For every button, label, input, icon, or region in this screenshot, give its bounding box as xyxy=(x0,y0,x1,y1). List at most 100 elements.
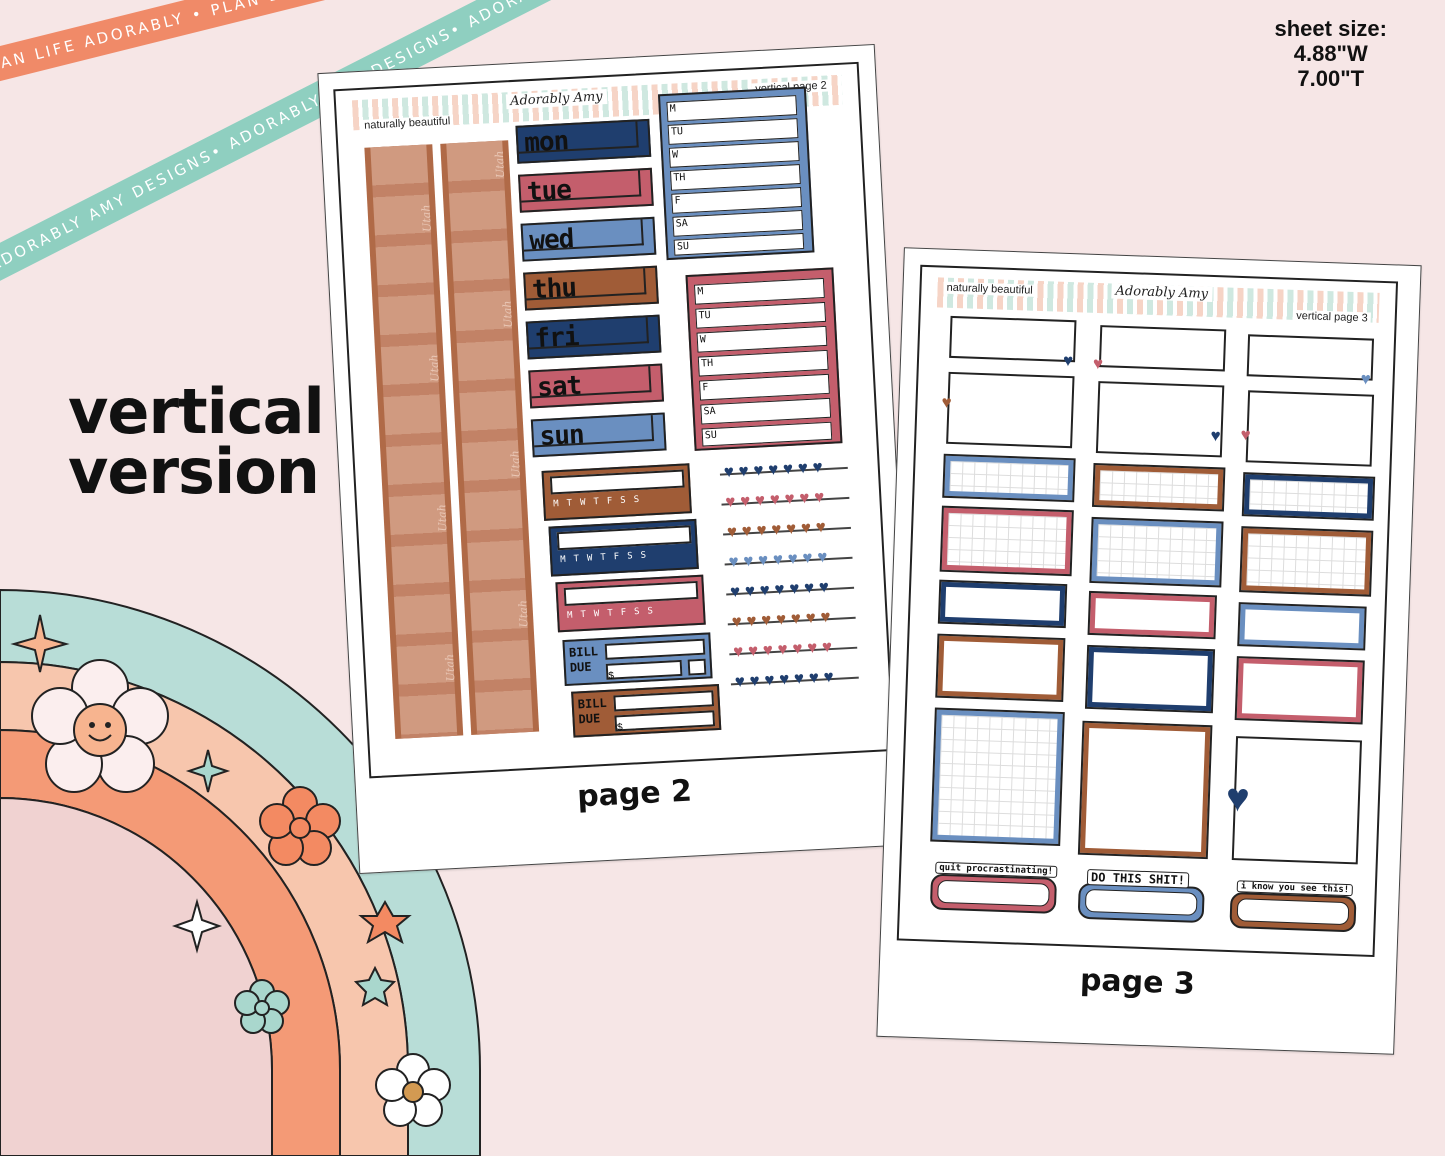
heart-icon: ♥ xyxy=(1225,775,1251,821)
sheet-size-height: 7.00"T xyxy=(1297,66,1365,91)
day-label: sat xyxy=(536,370,582,404)
week-list-sticker-blue: M TU W TH F SA SU xyxy=(657,86,815,261)
grid-box-sticker xyxy=(1241,472,1376,521)
utah-label: Utah xyxy=(427,354,442,383)
heart-icon: ♥ ♥ ♥ ♥ ♥ ♥ ♥ xyxy=(729,577,830,602)
week-day-label: TH xyxy=(700,357,714,370)
day-label: mon xyxy=(523,126,570,159)
flower-icon xyxy=(234,979,290,1034)
note-box xyxy=(1098,325,1227,372)
week-day-label: SA xyxy=(703,405,716,418)
heart-icon: ♥ ♥ ♥ ♥ ♥ ♥ ♥ xyxy=(728,547,828,572)
note-box xyxy=(1245,390,1375,467)
grid-box-sticker xyxy=(939,505,1074,577)
page-title: vertical page 3 xyxy=(1293,309,1371,325)
week-day-label: TU xyxy=(670,126,684,138)
star-icon xyxy=(358,899,412,945)
week-day-label: SU xyxy=(676,240,690,253)
habit-tracker-sticker: MTWTFSS xyxy=(541,463,692,521)
sparkle-icon xyxy=(10,614,70,673)
utah-label: Utah xyxy=(442,653,458,682)
heart-icon: ♥ ♥ ♥ ♥ ♥ ♥ ♥ xyxy=(732,637,833,662)
large-grid-sticker xyxy=(930,707,1065,847)
grid-box-sticker xyxy=(942,453,1076,503)
week-day-label: SU xyxy=(704,429,718,442)
heart-strings: ♥ ♥ ♥ ♥ ♥ ♥ ♥ ♥ ♥ ♥ ♥ ♥ ♥ ♥ ♥ ♥ ♥ ♥ ♥ ♥ … xyxy=(719,457,860,713)
grid-box-sticker xyxy=(1089,516,1224,588)
day-header-sticker: fri xyxy=(525,314,662,360)
page-3-sticker-sheet: naturally beautiful Adorably Amy vertica… xyxy=(896,264,1399,958)
sparkle-icon xyxy=(171,898,223,954)
heart-icon: ♥ xyxy=(1062,350,1074,371)
dollar-sign: $ xyxy=(616,722,623,734)
heart-icon: ♥ ♥ ♥ ♥ ♥ ♥ ♥ xyxy=(734,666,835,692)
rainbow-illustration xyxy=(0,588,481,1156)
quote-pill-sticker xyxy=(1229,891,1357,933)
smiley-flower-icon xyxy=(31,659,169,793)
heart-icon: ♥ ♥ ♥ ♥ ♥ ♥ ♥ xyxy=(731,607,832,632)
flower-icon xyxy=(259,786,341,866)
page-3-polaroid: naturally beautiful Adorably Amy vertica… xyxy=(876,247,1422,1055)
day-label: wed xyxy=(528,224,575,257)
star-icon xyxy=(353,965,397,1008)
bill-due-label: BILL DUE xyxy=(568,644,599,675)
sheet-size-info: sheet size: 4.88"W 7.00"T xyxy=(1275,16,1388,91)
week-day-label: M xyxy=(669,103,677,115)
bill-due-sticker: BILL DUE $ xyxy=(562,632,713,687)
day-header-sticker: sat xyxy=(528,363,665,409)
large-frame-sticker xyxy=(1077,720,1213,860)
day-label: fri xyxy=(533,321,580,355)
heart-icon: ♥ xyxy=(1240,425,1252,445)
week-day-label: F xyxy=(702,382,709,394)
frame-box-sticker xyxy=(935,633,1066,703)
frame-box-sticker xyxy=(1087,590,1217,640)
grid-box-sticker xyxy=(1239,526,1374,597)
day-label: tue xyxy=(526,175,572,208)
heart-icon: ♥ ♥ ♥ ♥ ♥ ♥ ♥ xyxy=(726,517,827,542)
page-2-sticker-sheet: naturally beautiful Adorably Amy vertica… xyxy=(333,61,895,779)
note-box xyxy=(1246,334,1375,381)
quote-pill-sticker xyxy=(1077,882,1205,924)
frame-box-sticker xyxy=(1234,655,1365,725)
week-day-label: W xyxy=(699,334,707,346)
headline: vertical version xyxy=(68,375,325,503)
large-note-box xyxy=(1231,736,1363,865)
day-label: sun xyxy=(538,419,585,452)
note-box xyxy=(946,371,1075,449)
day-header-sticker: wed xyxy=(520,216,657,262)
utah-label: Utah xyxy=(419,204,434,233)
utah-label: Utah xyxy=(435,503,450,532)
habit-tracker-sticker: MTWTFSS xyxy=(555,574,706,633)
heart-icon: ♥ xyxy=(941,392,952,412)
page-2-polaroid: naturally beautiful Adorably Amy vertica… xyxy=(317,43,917,875)
bill-due-label: BILL DUE xyxy=(577,695,608,727)
day-header-sticker: tue xyxy=(517,167,654,213)
bill-due-sticker: BILL DUE $ xyxy=(571,683,722,738)
note-box xyxy=(1095,381,1225,458)
week-day-label: SA xyxy=(675,217,689,230)
note-box xyxy=(949,315,1077,363)
day-label: thu xyxy=(531,272,577,306)
tracker-day-row: MTWTFSS xyxy=(566,605,662,621)
heart-icon: ♥ xyxy=(1092,353,1104,374)
utah-label: Utah xyxy=(516,599,531,628)
heart-icon: ♥ xyxy=(1360,369,1372,389)
frame-box-sticker xyxy=(1237,601,1367,651)
sparkle-icon xyxy=(185,749,231,793)
day-header-sticker: thu xyxy=(523,265,659,311)
week-day-label: M xyxy=(697,286,704,298)
dollar-sign: $ xyxy=(608,670,615,682)
utah-label: Utah xyxy=(508,449,523,478)
grid-box-sticker xyxy=(1092,462,1226,512)
sheet-size-label: sheet size: xyxy=(1274,16,1388,41)
week-day-label: TU xyxy=(698,309,711,322)
headline-line-1: vertical xyxy=(68,375,325,448)
week-list-sticker-rose: M TU W TH F SA SU xyxy=(685,267,843,451)
tracker-day-row: MTWTFSS xyxy=(553,494,648,510)
habit-tracker-sticker: MTWTFSS xyxy=(548,518,699,577)
day-header-sticker: sun xyxy=(530,412,667,458)
heart-icon: ♥ ♥ ♥ ♥ ♥ ♥ ♥ xyxy=(723,457,824,482)
day-header-sticker: mon xyxy=(515,118,652,164)
week-day-label: TH xyxy=(673,172,686,184)
tracker-day-row: MTWTFSS xyxy=(559,550,655,566)
